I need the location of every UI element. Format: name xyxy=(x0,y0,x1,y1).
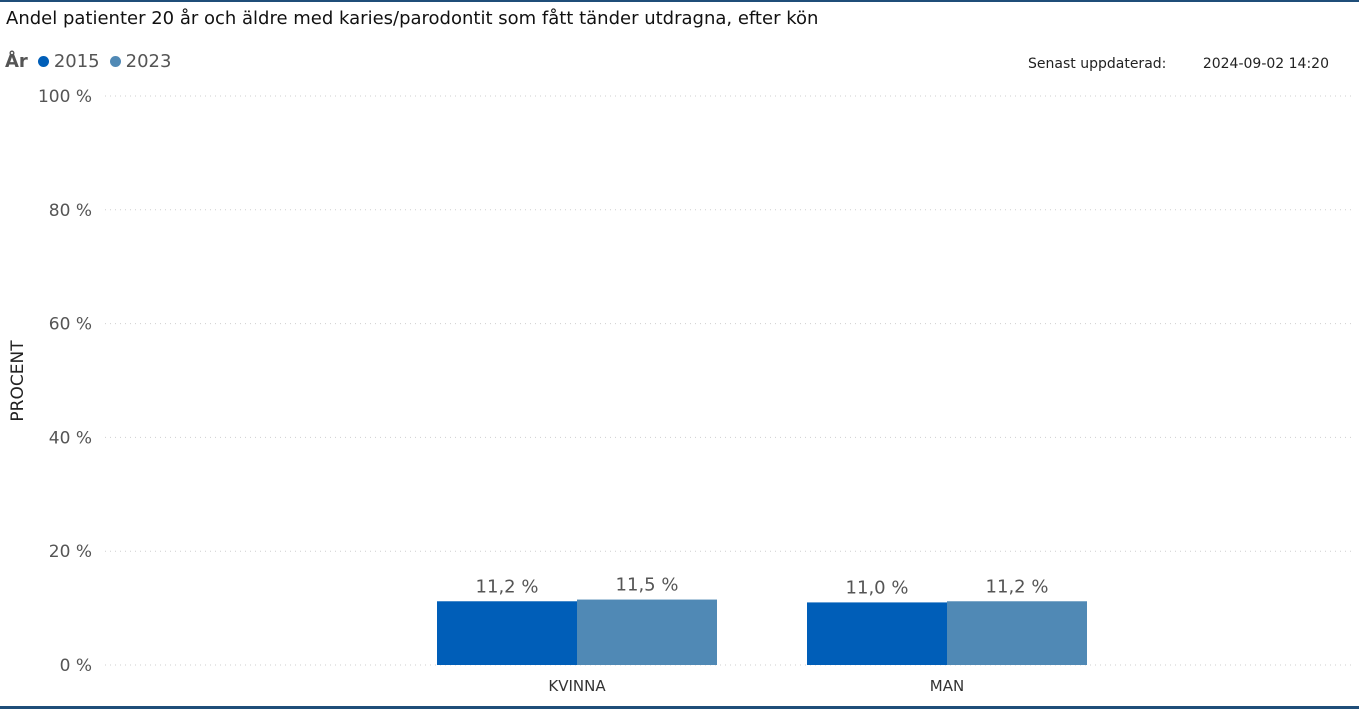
last-updated: Senast uppdaterad: 2024-09-02 14:20 xyxy=(1028,56,1329,72)
y-tick-label: 0 % xyxy=(60,656,92,676)
bar-man-2023[interactable] xyxy=(947,601,1087,665)
legend-item-2023[interactable]: 2023 xyxy=(109,50,172,72)
category-label-man: MAN xyxy=(930,677,964,695)
legend-label-2023: 2023 xyxy=(125,50,172,72)
data-label-kvinna-2023: 11,5 % xyxy=(616,575,679,596)
bar-kvinna-2015[interactable] xyxy=(437,601,577,665)
legend-title: År xyxy=(5,50,28,72)
data-label-kvinna-2015: 11,2 % xyxy=(476,576,539,597)
legend-label-2015: 2015 xyxy=(53,50,100,72)
legend-dot-2023 xyxy=(109,55,121,67)
y-tick-label: 80 % xyxy=(49,201,92,221)
legend: År 2015 2023 xyxy=(5,48,181,74)
frame-top-border xyxy=(0,0,1359,2)
y-tick-label: 40 % xyxy=(49,428,92,448)
legend-item-2015[interactable]: 2015 xyxy=(37,50,100,72)
category-label-kvinna: KVINNA xyxy=(548,677,606,695)
gridlines xyxy=(105,95,1355,666)
frame-bottom-border xyxy=(0,706,1359,709)
bar-kvinna-2023[interactable] xyxy=(577,599,717,665)
y-axis-ticks: 0 % 20 % 40 % 60 % 80 % 100 % xyxy=(38,87,92,676)
x-axis-categories: KVINNA MAN xyxy=(548,677,964,695)
data-label-man-2023: 11,2 % xyxy=(986,576,1049,597)
legend-dot-2015 xyxy=(37,55,49,67)
last-updated-label: Senast uppdaterad: xyxy=(1028,56,1167,72)
last-updated-value: 2024-09-02 14:20 xyxy=(1202,56,1329,72)
data-labels: 11,2 % 11,5 % 11,0 % 11,2 % xyxy=(476,575,1049,599)
bar-man-2015[interactable] xyxy=(807,602,947,665)
y-tick-label: 100 % xyxy=(38,87,92,107)
bars xyxy=(437,599,1087,665)
chart-title: Andel patienter 20 år och äldre med kari… xyxy=(6,8,819,29)
y-tick-label: 20 % xyxy=(49,542,92,562)
y-tick-label: 60 % xyxy=(49,315,92,335)
y-axis-title: PROCENT xyxy=(8,340,28,422)
data-label-man-2015: 11,0 % xyxy=(846,577,909,598)
